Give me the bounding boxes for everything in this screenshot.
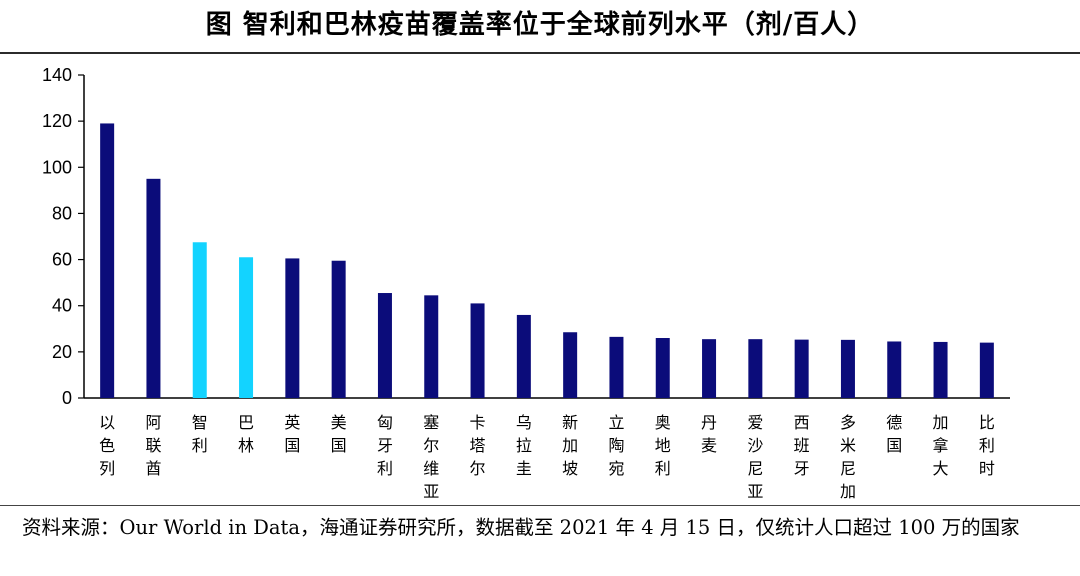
x-tick-label: 乌拉圭 bbox=[516, 413, 532, 478]
bar bbox=[979, 342, 994, 398]
x-tick-label: 卡塔尔 bbox=[470, 413, 486, 478]
x-tick-label: 以色列 bbox=[99, 413, 115, 478]
bars bbox=[100, 123, 994, 398]
bar bbox=[516, 314, 531, 398]
x-tick-label: 阿联酋 bbox=[145, 413, 161, 478]
x-tick-label: 塞尔维亚 bbox=[423, 413, 439, 501]
bar bbox=[933, 341, 948, 398]
y-axis: 0 20 40 60 80 100 120 140 bbox=[42, 65, 1010, 408]
y-tick-label: 120 bbox=[42, 111, 72, 131]
y-tick-label: 100 bbox=[42, 157, 72, 177]
x-tick-label: 匈牙利 bbox=[377, 413, 393, 478]
y-tick-label: 40 bbox=[52, 296, 72, 316]
bar bbox=[702, 339, 717, 398]
x-tick-label: 智利 bbox=[192, 413, 208, 455]
bar bbox=[146, 178, 161, 398]
y-tick-label: 0 bbox=[62, 388, 72, 408]
x-tick-label: 美国 bbox=[331, 413, 347, 455]
bar bbox=[563, 332, 578, 398]
bar bbox=[794, 339, 809, 398]
bar bbox=[192, 242, 207, 398]
y-tick-label: 140 bbox=[42, 65, 72, 85]
y-tick-label: 60 bbox=[52, 250, 72, 270]
x-tick-label: 丹麦 bbox=[701, 413, 717, 455]
x-tick-label: 立陶宛 bbox=[608, 413, 624, 478]
bar bbox=[377, 293, 392, 398]
bar bbox=[470, 303, 485, 398]
bar bbox=[609, 336, 624, 398]
source-note: 资料来源：Our World in Data，海通证券研究所，数据截至 2021… bbox=[22, 516, 1020, 539]
y-tick-label: 80 bbox=[52, 203, 72, 223]
x-tick-label: 爱沙尼亚 bbox=[747, 413, 763, 501]
x-tick-label: 德国 bbox=[886, 413, 902, 455]
x-tick-label: 加拿大 bbox=[933, 413, 949, 478]
bar bbox=[100, 123, 115, 398]
x-tick-label: 英国 bbox=[284, 413, 300, 455]
x-tick-label: 比利时 bbox=[979, 413, 995, 478]
bar bbox=[840, 339, 855, 398]
bar bbox=[655, 338, 670, 398]
title-divider bbox=[0, 52, 1080, 54]
bar bbox=[748, 339, 763, 398]
bar bbox=[331, 260, 346, 398]
x-tick-label: 奥地利 bbox=[655, 413, 671, 478]
chart-title: 图 智利和巴林疫苗覆盖率位于全球前列水平（剂/百人） bbox=[205, 10, 875, 40]
x-tick-label: 西班牙 bbox=[794, 413, 810, 478]
source-divider bbox=[0, 505, 1080, 506]
bar bbox=[239, 257, 254, 398]
y-tick-label: 20 bbox=[52, 342, 72, 362]
bar bbox=[424, 295, 439, 398]
bar bbox=[285, 258, 300, 398]
x-tick-label: 巴林 bbox=[238, 413, 254, 455]
bar bbox=[887, 341, 902, 398]
x-tick-label: 新加坡 bbox=[562, 413, 578, 478]
x-tick-label: 多米尼加 bbox=[840, 413, 856, 501]
